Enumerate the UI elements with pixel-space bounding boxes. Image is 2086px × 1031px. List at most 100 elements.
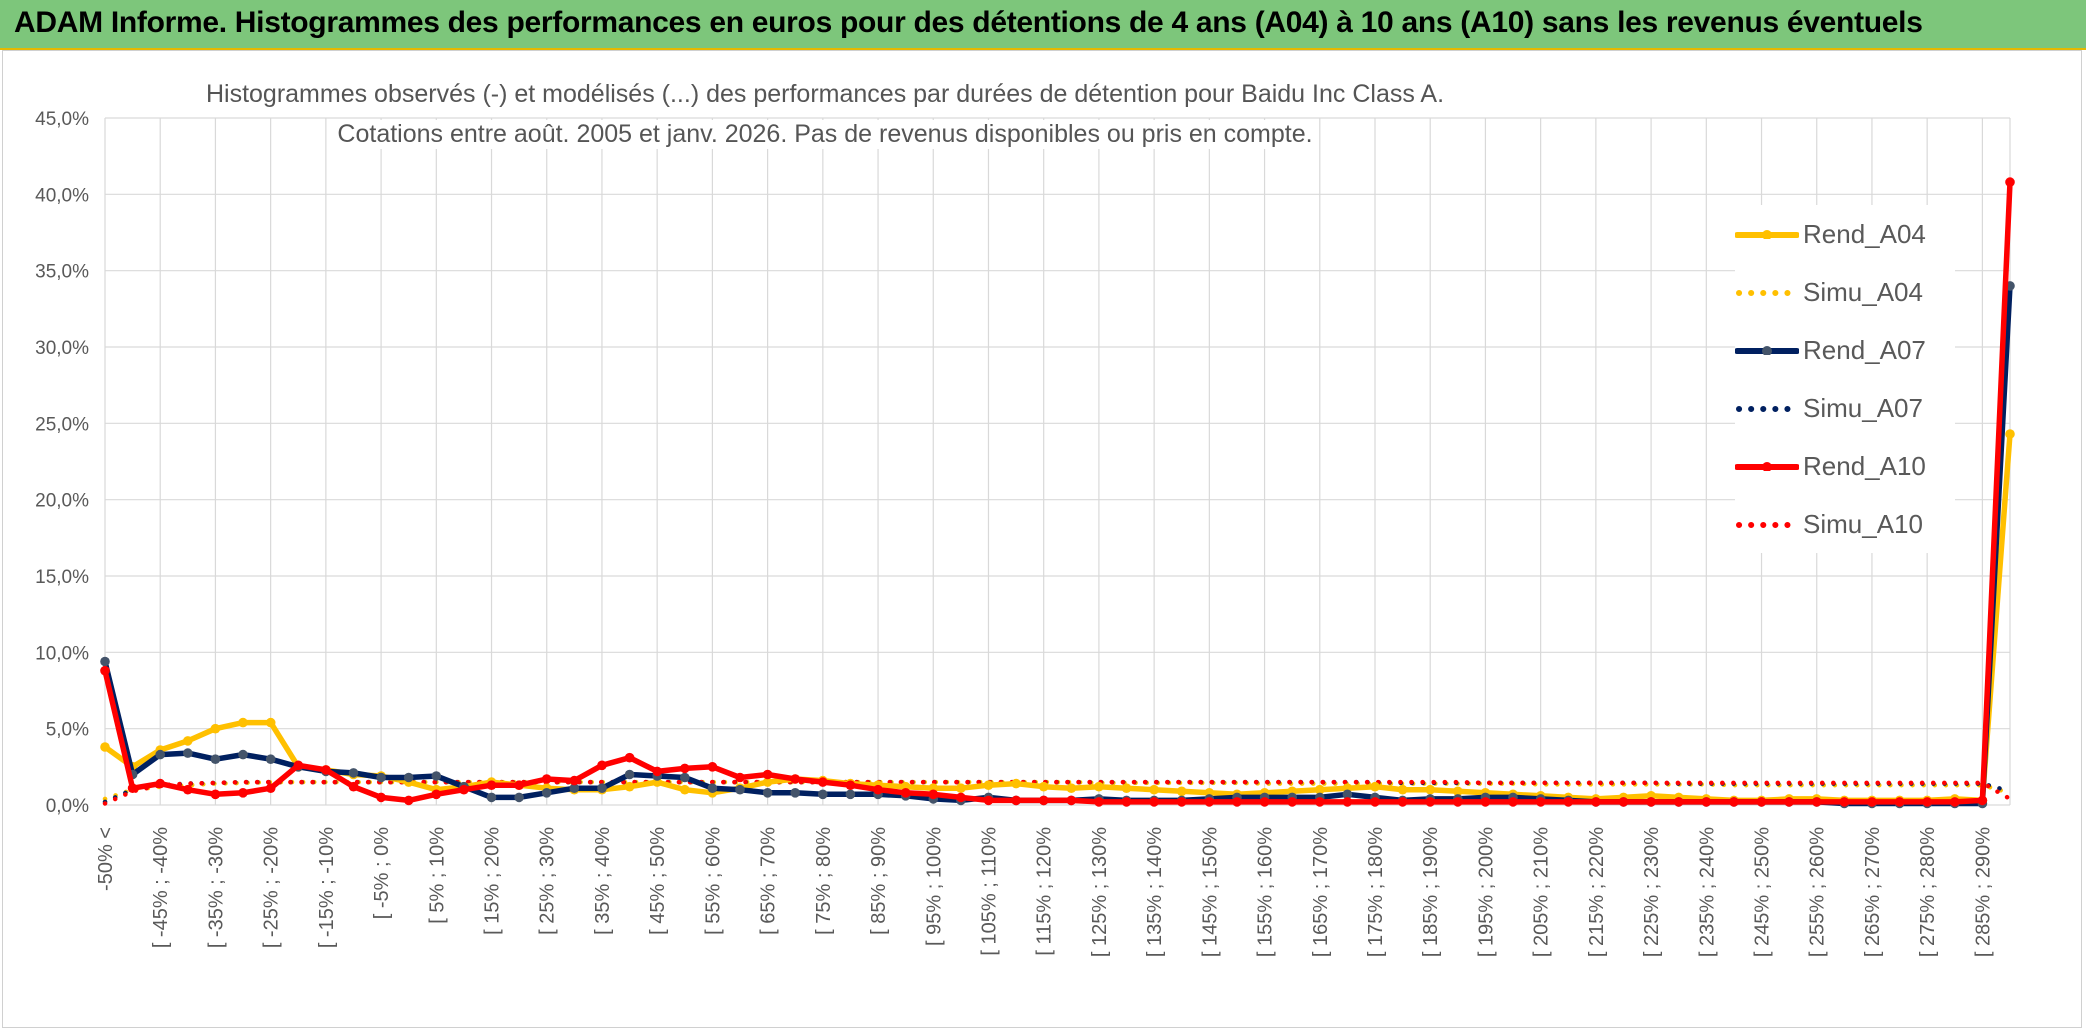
data-point <box>1121 797 1132 807</box>
data-point <box>624 781 635 792</box>
legend-swatch-simu-a04 <box>1736 290 1799 296</box>
data-point <box>1729 797 1739 807</box>
x-tick-label: [ 225% ; 230% <box>1641 827 1663 957</box>
data-point <box>431 789 442 800</box>
x-tick-label: [ 145% ; 150% <box>1199 827 1221 957</box>
data-point <box>1397 784 1408 795</box>
x-tick-label: [ 25% ; 30% <box>537 827 559 935</box>
legend-swatch-rend-a04 <box>1735 230 1799 239</box>
data-point <box>956 792 966 803</box>
data-point <box>762 788 773 798</box>
x-tick-label: [ 215% ; 220% <box>1586 827 1608 957</box>
data-point <box>1259 797 1270 807</box>
data-point <box>1894 797 1905 807</box>
y-tick-label: 45,0% <box>35 109 89 130</box>
x-tick-label: [ -25% ; -20% <box>261 827 283 948</box>
data-point <box>1839 797 1850 807</box>
data-point <box>1121 783 1132 793</box>
x-tick-label: [ 115% ; 120% <box>1034 827 1056 956</box>
legend-label: Simu_A07 <box>1803 392 1923 423</box>
series-line <box>102 431 2013 804</box>
data-point <box>928 789 939 800</box>
data-point <box>1950 797 1960 807</box>
data-point <box>1094 797 1104 807</box>
data-point <box>1618 797 1629 807</box>
series-line <box>102 779 2013 806</box>
chart-legend: Rend_A04 Simu_A04 Rend_A07 Simu_A07 Rend… <box>1735 205 1955 553</box>
data-point <box>210 789 221 800</box>
data-point <box>1646 797 1656 807</box>
data-point <box>1066 795 1077 806</box>
x-tick-label: [ 15% ; 20% <box>482 827 504 935</box>
x-tick-label: [ -45% ; -40% <box>150 827 172 948</box>
data-point <box>569 775 580 786</box>
data-point <box>1287 797 1297 807</box>
data-point <box>1425 784 1435 795</box>
data-point <box>210 754 221 764</box>
data-point <box>1453 797 1463 807</box>
data-point <box>1011 778 1021 789</box>
series-rend-a04 <box>100 429 2015 806</box>
data-point <box>100 656 110 667</box>
x-tick-label: [ 285% ; 290% <box>1972 827 1994 957</box>
data-point <box>845 789 856 800</box>
data-point <box>818 777 828 787</box>
legend-item-simu-a10: Simu_A10 <box>1735 495 1955 553</box>
data-point <box>680 763 690 774</box>
data-point <box>265 783 276 793</box>
series-simu-a10 <box>102 779 2013 806</box>
x-tick-label: [ 205% ; 210% <box>1531 827 1553 957</box>
data-point <box>1094 781 1104 792</box>
data-point <box>707 762 718 772</box>
x-tick-label: [ 175% ; 180% <box>1365 827 1387 957</box>
data-point <box>183 748 193 758</box>
data-point <box>1425 797 1435 807</box>
x-tick-label: [ 35% ; 40% <box>592 827 614 935</box>
x-tick-label: [ 75% ; 80% <box>813 827 835 935</box>
series-line <box>102 179 2013 805</box>
data-point <box>873 784 883 795</box>
data-point <box>983 795 994 806</box>
legend-item-rend-a07: Rend_A07 <box>1735 321 1955 379</box>
data-point <box>238 749 248 760</box>
data-point <box>1315 797 1325 807</box>
x-tick-label: [ 5% ; 10% <box>426 827 448 924</box>
data-point <box>459 784 469 795</box>
x-tick-label: [ -35% ; -30% <box>205 827 227 948</box>
data-point <box>1038 795 1049 806</box>
data-point <box>183 784 193 795</box>
data-point <box>348 781 359 792</box>
data-point <box>1011 795 1021 806</box>
chart-title-line1: Histogrammes observés (-) et modélisés (… <box>199 80 1451 109</box>
data-point <box>818 789 828 800</box>
chart-frame <box>2 50 2082 1028</box>
series-rend-a10 <box>100 177 2015 807</box>
legend-swatch-rend-a10 <box>1735 462 1799 471</box>
report-banner: ADAM Informe. Histogrammes des performan… <box>0 0 2086 50</box>
data-point <box>1480 797 1491 807</box>
x-tick-label: [ 275% ; 280% <box>1917 827 1939 957</box>
data-point <box>486 792 497 803</box>
x-tick-label: [ -5% ; 0% <box>371 827 393 919</box>
data-point <box>1370 781 1380 792</box>
data-point <box>348 768 359 778</box>
data-point <box>265 717 276 728</box>
x-tick-label: [ 165% ; 170% <box>1310 827 1332 957</box>
data-point <box>1397 797 1408 807</box>
x-tick-label: [ 65% ; 70% <box>758 827 780 935</box>
x-tick-label: [ 105% ; 110% <box>978 827 1000 956</box>
x-tick-label: [ 135% ; 140% <box>1144 827 1166 957</box>
data-point <box>1508 797 1518 807</box>
legend-swatch-simu-a10 <box>1736 522 1799 528</box>
data-point <box>735 772 745 783</box>
data-point <box>1342 797 1353 807</box>
y-tick-label: 15,0% <box>35 567 89 588</box>
data-point <box>100 742 110 752</box>
data-point <box>403 795 414 806</box>
series-group <box>100 177 2015 809</box>
y-tick-label: 20,0% <box>35 491 89 512</box>
data-point <box>1673 797 1684 807</box>
y-tick-label: 30,0% <box>35 338 89 359</box>
data-point <box>2005 429 2015 439</box>
